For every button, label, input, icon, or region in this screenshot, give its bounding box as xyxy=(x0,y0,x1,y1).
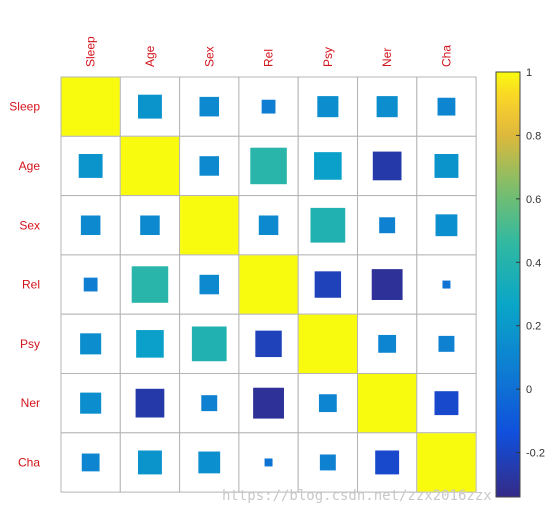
colorbar-tick-label: 1 xyxy=(526,67,532,79)
correlation-square xyxy=(201,395,218,412)
correlation-square xyxy=(61,77,120,136)
row-label: Cha xyxy=(18,455,40,469)
colorbar-tick-label: 0.2 xyxy=(526,321,541,333)
matrix-cell xyxy=(60,135,121,197)
correlation-square xyxy=(261,99,276,114)
column-label: Sleep xyxy=(84,36,98,67)
colorbar-tick-label: -0.2 xyxy=(526,448,545,460)
correlation-square xyxy=(358,374,417,433)
colorbar xyxy=(495,71,521,498)
correlation-square xyxy=(375,450,400,475)
correlation-square xyxy=(314,152,342,180)
colorbar-tick-label: 0.8 xyxy=(526,130,541,142)
correlation-square xyxy=(180,196,239,255)
correlation-square xyxy=(80,215,101,236)
correlation-square xyxy=(298,314,357,373)
correlation-square xyxy=(78,153,103,178)
correlation-square xyxy=(371,269,403,300)
column-label: Age xyxy=(143,45,157,67)
correlation-square xyxy=(191,326,227,362)
column-label: Rel xyxy=(262,49,276,67)
correlation-square xyxy=(80,333,102,355)
correlation-square xyxy=(437,97,456,116)
correlation-square xyxy=(376,96,398,118)
correlation-square xyxy=(80,392,102,414)
row-label: Sleep xyxy=(9,100,40,114)
correlation-square xyxy=(239,255,298,314)
correlation-square xyxy=(137,94,162,119)
correlation-square xyxy=(319,454,336,471)
correlation-square xyxy=(120,136,180,196)
correlation-square xyxy=(372,151,402,181)
correlation-square xyxy=(199,156,220,176)
matrix-cell xyxy=(60,254,121,315)
correlation-square xyxy=(137,450,162,475)
correlation-square xyxy=(199,96,220,117)
correlation-square xyxy=(253,387,284,419)
correlation-square xyxy=(438,335,455,352)
correlation-square xyxy=(140,215,160,236)
watermark: https://blog.csdn.net/zzx2016zzx xyxy=(222,488,492,504)
correlation-square xyxy=(435,214,458,237)
correlation-square xyxy=(199,274,220,295)
row-label: Psy xyxy=(20,337,40,351)
correlation-square xyxy=(417,433,476,492)
correlation-square xyxy=(310,207,346,243)
correlation-square xyxy=(379,217,396,234)
colorbar-tick-label: 0.6 xyxy=(526,194,541,206)
correlation-square xyxy=(81,453,100,472)
correlation-square xyxy=(136,330,164,358)
correlation-square xyxy=(317,96,339,118)
correlation-square xyxy=(264,458,273,467)
matrix-cell xyxy=(416,135,477,197)
matrix-cell xyxy=(238,373,299,434)
correlation-square xyxy=(258,215,279,236)
colorbar-tick-label: 0.4 xyxy=(526,257,541,269)
column-label: Sex xyxy=(202,46,216,67)
correlation-square xyxy=(83,277,98,292)
column-label: Psy xyxy=(321,47,335,67)
correlation-square xyxy=(255,330,282,358)
correlation-square xyxy=(250,147,287,185)
row-label: Age xyxy=(19,159,41,173)
correlation-square xyxy=(434,153,459,178)
correlation-square xyxy=(131,266,169,303)
row-label: Rel xyxy=(22,278,40,292)
correlation-square xyxy=(442,280,451,289)
correlation-square xyxy=(198,451,221,474)
column-label: Ner xyxy=(380,48,394,67)
row-label: Sex xyxy=(19,218,40,232)
correlation-square xyxy=(135,388,165,418)
correlation-square xyxy=(378,334,397,353)
correlation-square xyxy=(434,391,459,416)
row-label: Ner xyxy=(21,396,40,410)
colorbar-tick-label: 0 xyxy=(526,384,532,396)
correlation-square xyxy=(314,271,342,298)
column-label: Cha xyxy=(439,45,453,67)
correlation-square xyxy=(318,394,337,413)
